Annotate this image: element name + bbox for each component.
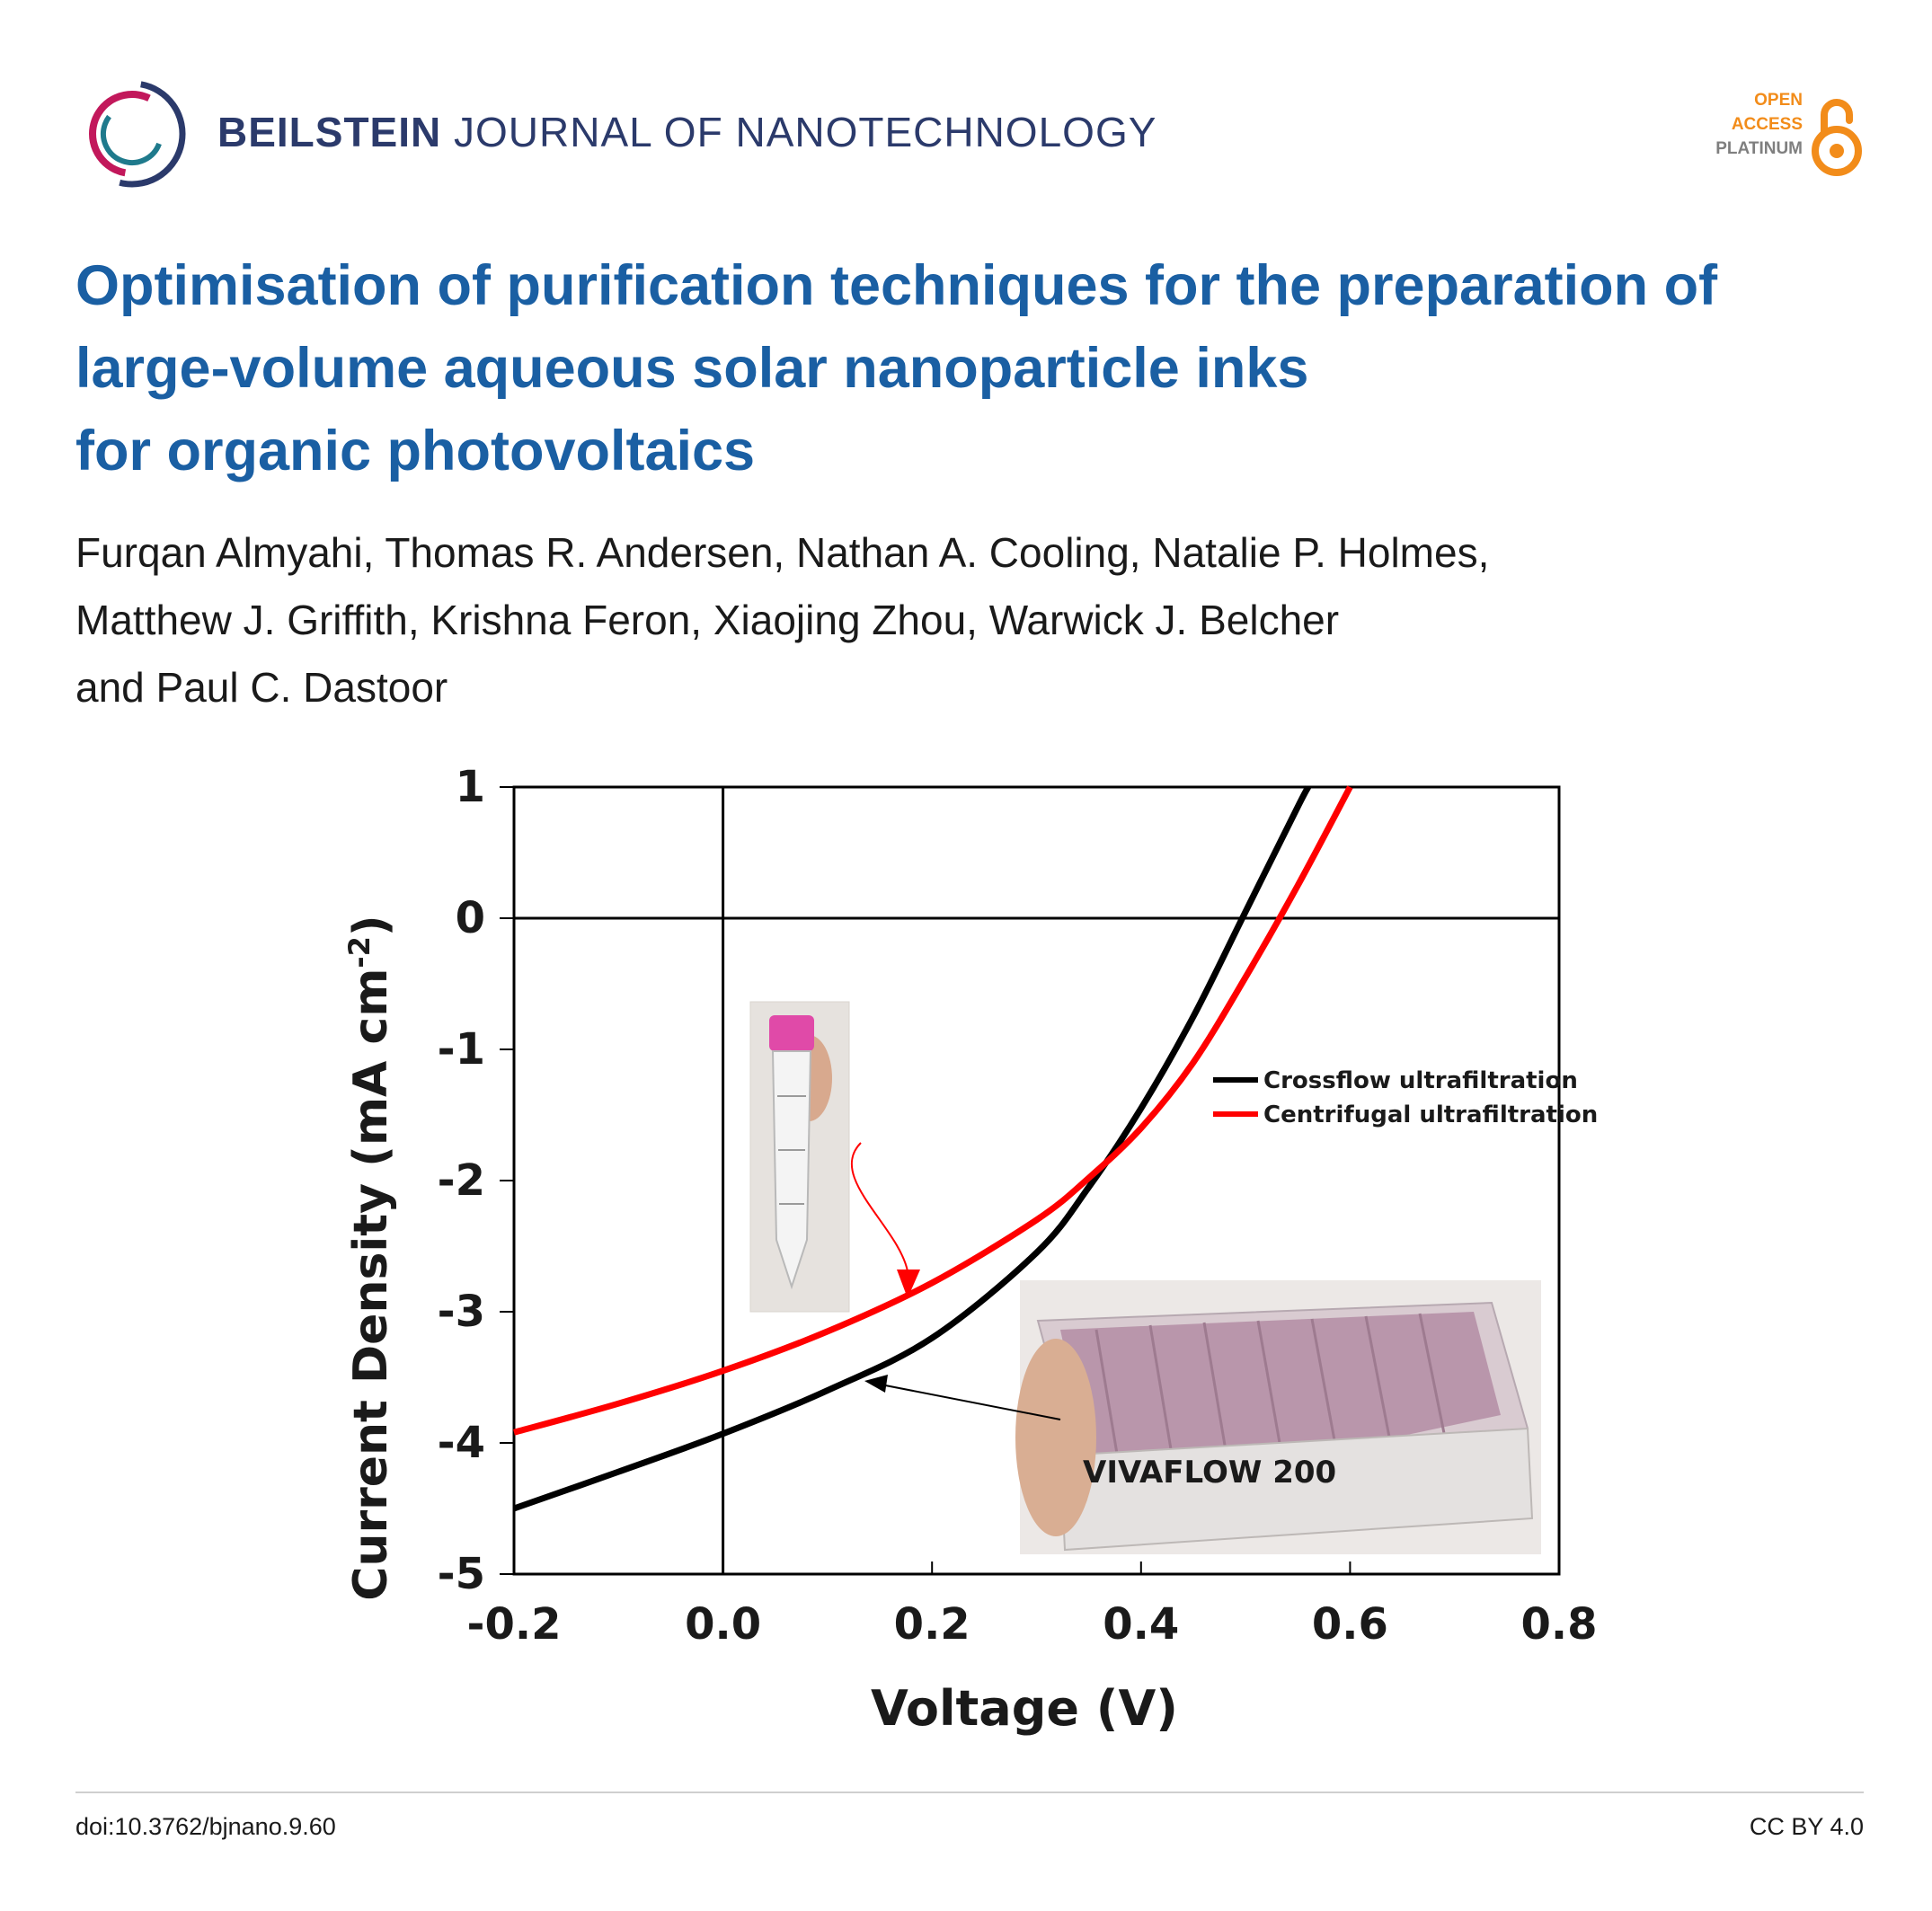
author-list: Furqan Almyahi, Thomas R. Andersen, Nath… <box>75 519 1864 721</box>
journal-header: BEILSTEIN JOURNAL OF NANOTECHNOLOGY OPEN… <box>75 77 1864 194</box>
hand-shape <box>1015 1339 1096 1536</box>
annotations <box>850 1142 1061 1420</box>
title-line-2: large-volume aqueous solar nanoparticle … <box>75 337 1309 400</box>
vivaflow-cassette-photo-inset: VIVAFLOW 200 <box>1015 1280 1541 1554</box>
license-text: CC BY 4.0 <box>1749 1813 1864 1840</box>
beilstein-logo-icon <box>78 80 186 188</box>
x-tick-label: 0.0 <box>685 1599 761 1650</box>
axis-ticks <box>500 786 1560 1575</box>
y-tick-label: -1 <box>438 1024 485 1075</box>
y-tick-label: 0 <box>456 893 485 943</box>
journal-name-light: JOURNAL OF NANOTECHNOLOGY <box>454 109 1157 155</box>
x-tick-label: -0.2 <box>467 1599 562 1650</box>
legend-label: Crossflow ultrafiltration <box>1263 1067 1578 1094</box>
y-tick-label: 1 <box>456 762 485 812</box>
y-tick-label: -5 <box>438 1549 485 1599</box>
y-tick-label: -4 <box>438 1418 485 1468</box>
author-line-2: Matthew J. Griffith, Krishna Feron, Xiao… <box>75 597 1340 643</box>
author-line-3: and Paul C. Dastoor <box>75 664 448 711</box>
series-line-centrifugal <box>513 785 1353 1436</box>
journal-name: BEILSTEIN JOURNAL OF NANOTECHNOLOGY <box>217 108 1157 156</box>
badge-platinum: PLATINUM <box>1715 139 1803 158</box>
chart-legend: Crossflow ultrafiltration Centrifugal ult… <box>1213 1067 1598 1128</box>
open-access-badge: OPEN ACCESS PLATINUM <box>1684 88 1864 178</box>
journal-name-bold: BEILSTEIN <box>217 109 442 155</box>
black-arrowhead <box>864 1375 888 1393</box>
title-line-1: Optimisation of purification techniques … <box>75 254 1718 317</box>
jv-curve-chart: -0.2 0.0 0.2 0.4 0.6 0.8 1 0 -1 -2 -3 -4 -5 VIVAFLOW… <box>342 762 1598 1737</box>
tube-body <box>771 1050 812 1290</box>
badge-open: OPEN <box>1754 91 1803 110</box>
legend-label: Centrifugal ultrafiltration <box>1263 1101 1598 1128</box>
x-tick-label: 0.6 <box>1312 1599 1388 1650</box>
tick-labels: -0.2 0.0 0.2 0.4 0.6 0.8 1 0 -1 -2 -3 -4 -5 <box>438 762 1598 1650</box>
series-line-crossflow <box>512 785 1311 1512</box>
x-axis-label: Voltage (V) <box>871 1680 1178 1737</box>
y-tick-label: -2 <box>438 1155 485 1206</box>
zero-axes <box>514 787 1559 1574</box>
vivaflow-label: VIVAFLOW 200 <box>1083 1455 1336 1491</box>
x-tick-label: 0.2 <box>894 1599 970 1650</box>
doi-text: doi:10.3762/bjnano.9.60 <box>75 1813 336 1840</box>
tube-cap <box>769 1015 814 1051</box>
graphical-abstract-figure: -0.2 0.0 0.2 0.4 0.6 0.8 1 0 -1 -2 -3 -4 -5 VIVAFLOW… <box>323 755 1635 1743</box>
article-title: Optimisation of purification techniques … <box>75 244 1864 492</box>
y-axis-label: Current Density (mA cm-2) <box>342 915 398 1600</box>
x-tick-label: 0.8 <box>1520 1599 1597 1650</box>
badge-access: ACCESS <box>1731 115 1803 134</box>
x-tick-label: 0.4 <box>1103 1599 1179 1650</box>
title-line-3: for organic photovoltaics <box>75 420 756 482</box>
red-annotation-arrow <box>850 1142 908 1272</box>
black-annotation-arrow <box>875 1383 1061 1420</box>
open-access-lock-icon <box>1812 99 1862 176</box>
footer-divider <box>75 1792 1864 1793</box>
series-lines <box>512 785 1353 1512</box>
centrifuge-tube-photo-inset <box>749 1001 850 1313</box>
red-arrowhead <box>897 1270 920 1298</box>
y-tick-label: -3 <box>438 1287 485 1337</box>
author-line-1: Furqan Almyahi, Thomas R. Andersen, Nath… <box>75 529 1490 576</box>
